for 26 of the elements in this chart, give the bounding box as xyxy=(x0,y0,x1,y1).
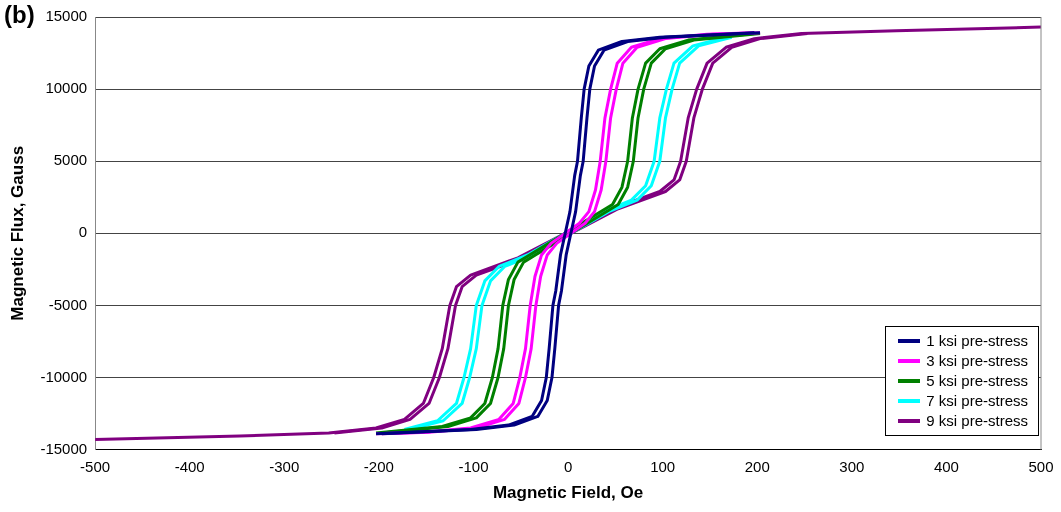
x-tick-label: 500 xyxy=(1028,457,1054,475)
y-axis-title: Magnetic Flux, Gauss xyxy=(7,145,27,321)
chart-title: (b) xyxy=(4,1,35,29)
x-tick-label: 400 xyxy=(933,457,959,475)
y-tick-label: -10000 xyxy=(40,367,88,385)
legend-label: 1 ksi pre-stress xyxy=(926,331,1028,351)
legend-label: 7 ksi pre-stress xyxy=(926,391,1028,411)
legend-label: 5 ksi pre-stress xyxy=(926,371,1028,391)
x-tick-label: 200 xyxy=(744,457,770,475)
x-tick-label: -500 xyxy=(80,457,111,475)
x-tick-label: -100 xyxy=(458,457,489,475)
y-tick-label: 15000 xyxy=(45,7,88,25)
x-tick-label: -400 xyxy=(174,457,205,475)
legend-label: 3 ksi pre-stress xyxy=(926,351,1028,371)
x-tick-label: 300 xyxy=(839,457,865,475)
legend-label: 9 ksi pre-stress xyxy=(926,411,1028,431)
y-tick-label: 5000 xyxy=(53,151,88,169)
x-tick-label: 100 xyxy=(650,457,676,475)
x-tick-label: 0 xyxy=(563,457,573,475)
x-axis-title: Magnetic Field, Oe xyxy=(492,483,644,503)
x-tick-label: -200 xyxy=(363,457,394,475)
y-tick-label: -5000 xyxy=(48,295,88,313)
x-tick-label: -300 xyxy=(269,457,300,475)
y-tick-label: 10000 xyxy=(45,79,88,97)
y-tick-label: 0 xyxy=(78,223,88,241)
y-tick-label: -15000 xyxy=(40,439,88,457)
